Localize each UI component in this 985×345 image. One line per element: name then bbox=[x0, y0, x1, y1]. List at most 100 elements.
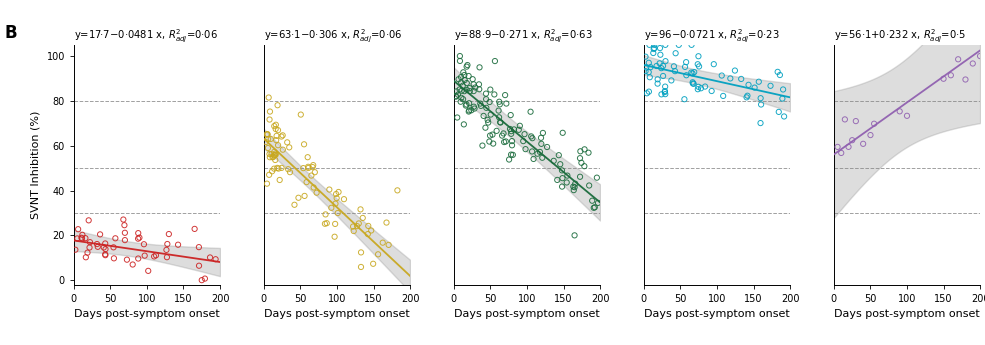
Point bbox=[572, 149, 588, 154]
Point bbox=[503, 128, 519, 134]
Point bbox=[455, 83, 471, 88]
Text: y=56·1+0·232 x, $R^2_{adj}$=0·5: y=56·1+0·232 x, $R^2_{adj}$=0·5 bbox=[834, 28, 966, 45]
Point bbox=[863, 132, 879, 138]
Point bbox=[637, 68, 653, 74]
Point bbox=[275, 147, 291, 152]
Point bbox=[260, 136, 276, 142]
X-axis label: Days post-symptom onset: Days post-symptom onset bbox=[644, 309, 790, 319]
Point bbox=[706, 61, 722, 67]
Point bbox=[208, 256, 224, 262]
Point bbox=[840, 144, 856, 150]
Point bbox=[266, 166, 282, 171]
Point bbox=[523, 109, 539, 115]
Point bbox=[559, 173, 575, 178]
Point bbox=[654, 91, 670, 97]
Point bbox=[287, 202, 302, 208]
Point bbox=[524, 149, 540, 154]
Point bbox=[462, 88, 478, 94]
Point bbox=[452, 87, 468, 92]
Point bbox=[381, 242, 397, 248]
Point bbox=[363, 228, 379, 233]
Point bbox=[657, 91, 673, 97]
Point bbox=[268, 151, 284, 156]
Point bbox=[534, 141, 550, 147]
Point bbox=[136, 241, 152, 247]
Point bbox=[492, 120, 508, 125]
Point bbox=[586, 205, 602, 210]
Point bbox=[304, 164, 320, 170]
Point bbox=[483, 87, 498, 92]
Point bbox=[655, 63, 671, 69]
Point bbox=[271, 166, 287, 171]
Point bbox=[473, 101, 489, 106]
Point bbox=[690, 84, 706, 90]
Point bbox=[354, 250, 369, 255]
Point bbox=[351, 221, 366, 226]
Point bbox=[476, 113, 492, 119]
Point bbox=[365, 261, 381, 267]
Point bbox=[501, 157, 517, 162]
Point bbox=[642, 75, 658, 80]
Point bbox=[587, 205, 603, 210]
Point bbox=[965, 61, 981, 66]
Point bbox=[567, 181, 583, 186]
Point bbox=[492, 119, 508, 125]
Point bbox=[666, 63, 682, 69]
Point bbox=[345, 224, 361, 229]
Point bbox=[472, 65, 488, 70]
Point bbox=[146, 254, 162, 259]
Point bbox=[458, 103, 474, 108]
Point bbox=[479, 96, 494, 102]
Point bbox=[679, 72, 694, 78]
Point bbox=[130, 230, 146, 236]
Point bbox=[535, 155, 551, 160]
Point bbox=[452, 58, 468, 64]
Point bbox=[191, 263, 207, 268]
Point bbox=[753, 120, 768, 126]
Point bbox=[70, 226, 86, 232]
Point bbox=[491, 108, 506, 114]
Point bbox=[715, 93, 731, 99]
Point bbox=[317, 211, 333, 217]
Point bbox=[769, 69, 785, 75]
Point bbox=[936, 76, 952, 81]
Point bbox=[262, 109, 278, 114]
Point bbox=[260, 145, 276, 151]
Point bbox=[461, 73, 477, 79]
Point bbox=[268, 122, 284, 128]
Point bbox=[459, 87, 475, 92]
Point bbox=[485, 132, 500, 137]
Point bbox=[503, 152, 519, 157]
Point bbox=[327, 221, 343, 227]
Point bbox=[495, 131, 511, 136]
Point bbox=[308, 190, 324, 196]
Point bbox=[370, 252, 386, 257]
Point bbox=[262, 155, 278, 160]
Point bbox=[772, 72, 788, 78]
Point bbox=[93, 231, 108, 237]
Point bbox=[137, 253, 153, 258]
Point bbox=[300, 165, 316, 171]
Point bbox=[526, 156, 542, 162]
Point bbox=[264, 168, 280, 174]
Point bbox=[331, 189, 347, 195]
Point bbox=[497, 92, 513, 98]
Point bbox=[465, 77, 481, 82]
Point bbox=[261, 95, 277, 100]
Point bbox=[546, 158, 561, 164]
Point bbox=[671, 42, 687, 48]
Point bbox=[478, 91, 493, 96]
Point bbox=[668, 50, 684, 56]
Point bbox=[646, 46, 662, 52]
Point bbox=[461, 109, 477, 114]
Point bbox=[637, 54, 653, 59]
Point bbox=[116, 223, 132, 228]
Point bbox=[685, 71, 700, 76]
Point bbox=[553, 161, 568, 167]
Point bbox=[677, 64, 692, 70]
Point bbox=[389, 188, 405, 193]
Point bbox=[191, 244, 207, 250]
Point bbox=[515, 138, 531, 144]
Point bbox=[487, 58, 502, 64]
Point bbox=[321, 187, 337, 192]
